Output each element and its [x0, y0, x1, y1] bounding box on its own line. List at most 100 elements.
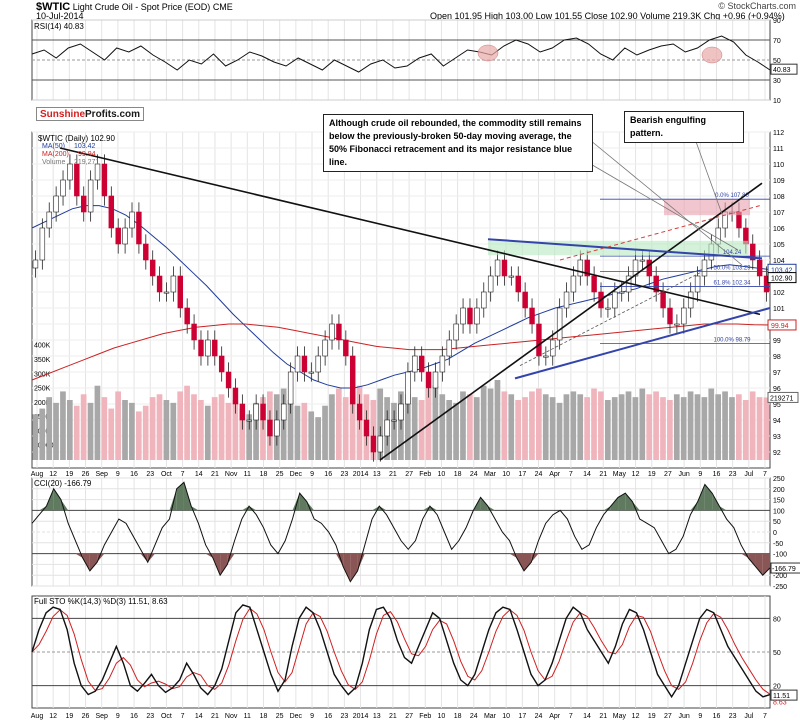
- x-tick-label-bottom: Nov: [225, 713, 238, 720]
- x-tick-label: Oct: [161, 471, 172, 478]
- x-tick-label: 21: [211, 471, 219, 478]
- cci-fill: [480, 497, 488, 511]
- volume-bar: [749, 391, 756, 460]
- candle-body: [60, 179, 66, 197]
- cci-y-tick: 250: [773, 476, 785, 483]
- volume-bar: [322, 405, 328, 460]
- candle-body: [260, 403, 266, 421]
- volume-bar: [577, 394, 584, 460]
- cci-fill: [169, 488, 177, 511]
- volume-bar: [501, 391, 508, 460]
- price-y-tick: 105: [773, 242, 785, 249]
- x-tick-label-bottom: Sep: [95, 713, 108, 720]
- cci-fill: [140, 553, 148, 563]
- candle-body: [763, 275, 770, 293]
- candle-body: [632, 259, 639, 277]
- cci-y-tick: -200: [773, 573, 787, 580]
- volume-bar: [225, 402, 232, 460]
- candle-body: [591, 275, 597, 293]
- volume-bar: [204, 405, 211, 460]
- x-tick-label-bottom: Aug: [31, 713, 44, 720]
- price-label: 99.94: [771, 323, 789, 330]
- x-tick-label-bottom: 14: [195, 713, 203, 720]
- x-tick-label: 18: [454, 471, 462, 478]
- price-y-tick: 94: [773, 418, 781, 425]
- volume-bar: [667, 400, 673, 460]
- price-y-tick: 96: [773, 386, 781, 393]
- volume-bar: [115, 391, 121, 460]
- brand-part2: Profits.com: [85, 109, 141, 120]
- x-tick-label-bottom: Feb: [419, 713, 431, 720]
- volume-tick: 400K: [34, 343, 51, 350]
- candle-body: [605, 307, 611, 310]
- volume-bar: [535, 388, 542, 460]
- cci-fill: [632, 501, 640, 511]
- volume-bar: [218, 394, 225, 460]
- volume-bar: [473, 397, 480, 460]
- volume-bar: [446, 400, 453, 460]
- candle-body: [501, 259, 508, 277]
- volume-bar: [404, 394, 411, 460]
- x-tick-label-bottom: 16: [324, 713, 332, 720]
- volume-bar: [598, 391, 604, 460]
- sto-title: Full STO %K(14,3) %D(3) 11.51, 8.63: [34, 597, 168, 606]
- x-tick-label-bottom: 21: [211, 713, 219, 720]
- x-tick-label: Aug: [31, 471, 44, 478]
- volume-bar: [432, 385, 439, 460]
- x-tick-label: 16: [130, 471, 138, 478]
- volume-bar: [198, 400, 204, 460]
- credit: © StockCharts.com: [718, 1, 796, 11]
- x-tick-label: Feb: [419, 471, 431, 478]
- candle-body: [750, 243, 756, 261]
- cci-line: [31, 481, 771, 583]
- candle-body: [536, 323, 542, 357]
- volume-bar: [156, 394, 163, 460]
- x-tick-label: 9: [310, 471, 314, 478]
- volume-bar: [487, 388, 494, 460]
- cci-y-tick: 150: [773, 498, 785, 505]
- volume-bar: [391, 402, 397, 460]
- cci-fill: [147, 553, 155, 563]
- volume-bar: [60, 391, 66, 460]
- rsi-y-tick: 90: [773, 18, 781, 25]
- x-tick-label-bottom: 23: [340, 713, 348, 720]
- volume-bar: [736, 394, 742, 460]
- volume-bar: [73, 405, 80, 460]
- ma50-line: [31, 205, 771, 389]
- volume-bar: [122, 400, 128, 460]
- rsi-y-tick: 10: [773, 98, 781, 105]
- price-y-tick: 111: [773, 146, 784, 153]
- volume-bar: [632, 397, 639, 460]
- x-tick-label: 24: [470, 471, 478, 478]
- rsi-title: RSI(14) 40.83: [34, 22, 84, 31]
- volume-bar: [287, 400, 294, 460]
- price-y-tick: 97: [773, 370, 781, 377]
- cci-fill: [618, 493, 626, 511]
- volume-bar: [549, 397, 556, 460]
- x-tick-label: 10: [438, 471, 446, 478]
- sto-y-tick: 20: [773, 684, 781, 691]
- dashed-channel-line: [519, 272, 701, 366]
- legend-volume-value: 219,271: [74, 159, 100, 166]
- candle-body: [39, 227, 46, 261]
- candle-body: [639, 259, 646, 262]
- x-tick-label: 18: [260, 471, 268, 478]
- candle-body: [287, 371, 294, 405]
- price-label-box: [767, 319, 797, 331]
- price-y-tick: 99: [773, 338, 781, 345]
- bearish-annotation: Bearish engulfing pattern.: [624, 111, 744, 143]
- candle-body: [198, 339, 204, 357]
- x-tick-label: May: [613, 471, 627, 478]
- candle-body: [122, 227, 128, 245]
- cci-title: CCI(20) -166.79: [34, 479, 92, 488]
- x-tick-label: 9: [698, 471, 702, 478]
- candle-body: [556, 307, 563, 341]
- volume-bar: [301, 402, 308, 460]
- volume-bar: [529, 391, 535, 460]
- price-y-tick: 107: [773, 210, 785, 217]
- x-tick-label: 23: [146, 471, 154, 478]
- candle-body: [522, 291, 528, 309]
- volume-bar: [494, 380, 501, 460]
- volume-bar: [467, 394, 473, 460]
- cci-fill: [89, 553, 98, 571]
